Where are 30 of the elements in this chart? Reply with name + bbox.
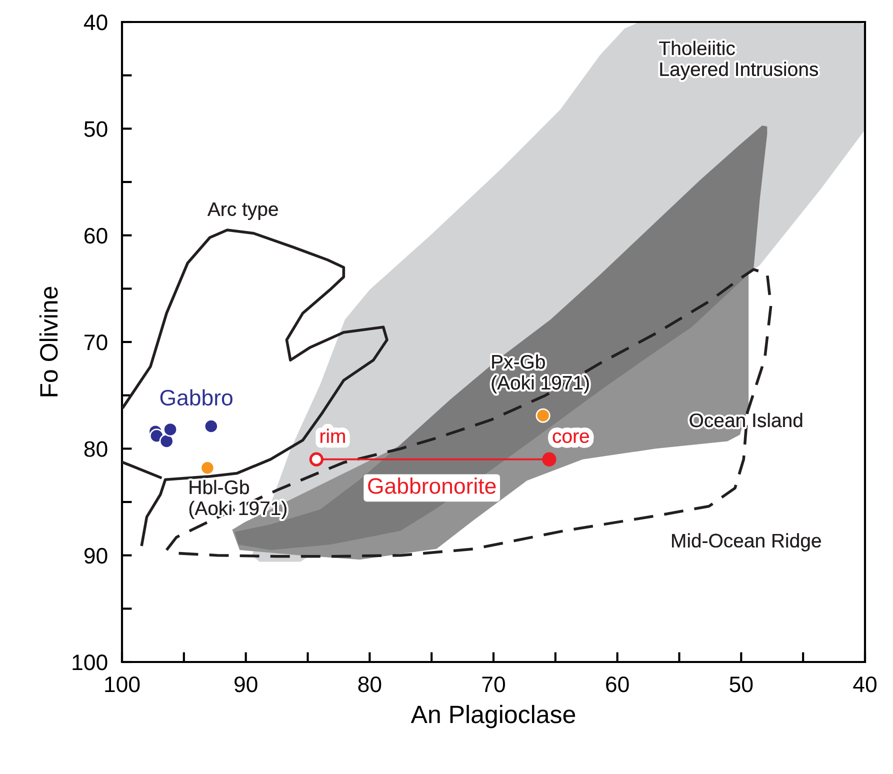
annotation: Px-Gb (Aoki 1971) [492,354,589,394]
x-tick-label: 60 [606,676,629,692]
annotation: Mid-Ocean Ridge [672,533,821,552]
y-tick-label: 70 [84,334,108,350]
point [204,418,218,434]
y-tick-label: 100 [72,654,108,670]
y-axis-title: Fo Olivine [39,286,58,396]
data-label: rim [320,428,345,443]
x-tick-label: 100 [105,676,140,692]
x-tick-label: 40 [853,676,876,692]
x-tick-label: 90 [234,676,258,692]
y-tick-label: 60 [84,228,108,244]
annotation: Tholeiitic Layered Intrusions [659,40,818,80]
y-tick-label: 80 [84,441,108,457]
series-label: Gabbronorite [368,478,496,494]
x-axis-title: An Plagioclase [410,704,576,728]
point [159,434,174,448]
x-tick-label: 80 [358,676,382,692]
x-tick-label: 50 [730,676,753,692]
y-tick-label: 40 [84,14,108,30]
annotation: Hbl-Gb (Aoki 1971) [189,480,286,519]
annotation: Arc type [207,202,278,220]
series-label: Gabbro [160,389,232,406]
point [163,422,178,437]
annotation: Ocean Island [690,412,802,428]
y-tick-label: 90 [84,548,108,564]
point [536,408,550,423]
x-tick-label: 70 [482,676,505,692]
point [200,460,215,476]
y-tick-label: 50 [84,121,108,137]
